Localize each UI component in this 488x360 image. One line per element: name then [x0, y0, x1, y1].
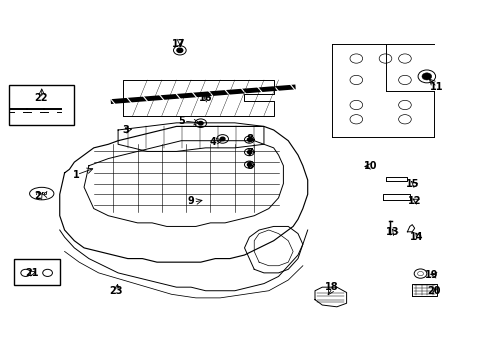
Text: 5: 5 — [178, 116, 184, 126]
Text: 19: 19 — [424, 270, 438, 280]
Text: 6: 6 — [245, 161, 252, 171]
Circle shape — [177, 48, 183, 53]
Text: 7: 7 — [245, 148, 252, 158]
Text: 13: 13 — [385, 227, 399, 237]
Text: 18: 18 — [325, 282, 338, 292]
Text: Ford: Ford — [36, 191, 48, 196]
Text: 23: 23 — [109, 286, 122, 296]
Text: 12: 12 — [407, 197, 421, 206]
Text: 11: 11 — [429, 82, 443, 92]
Circle shape — [198, 121, 203, 125]
Text: 4: 4 — [209, 138, 216, 148]
Text: 16: 16 — [199, 93, 212, 103]
Text: 8: 8 — [245, 134, 252, 144]
Text: 17: 17 — [172, 39, 185, 49]
Circle shape — [247, 138, 251, 141]
Circle shape — [421, 73, 431, 80]
Text: 1: 1 — [73, 170, 80, 180]
FancyBboxPatch shape — [9, 85, 74, 125]
Circle shape — [247, 163, 251, 166]
Text: 15: 15 — [405, 179, 418, 189]
Text: 10: 10 — [364, 161, 377, 171]
Text: 2: 2 — [35, 191, 41, 201]
Text: 9: 9 — [187, 197, 194, 206]
Text: 20: 20 — [427, 286, 440, 296]
Text: 21: 21 — [25, 268, 38, 278]
Text: 22: 22 — [35, 93, 48, 103]
Text: 3: 3 — [122, 125, 128, 135]
Circle shape — [247, 151, 251, 154]
Circle shape — [220, 137, 224, 141]
FancyBboxPatch shape — [14, 258, 60, 285]
Text: 14: 14 — [409, 232, 423, 242]
